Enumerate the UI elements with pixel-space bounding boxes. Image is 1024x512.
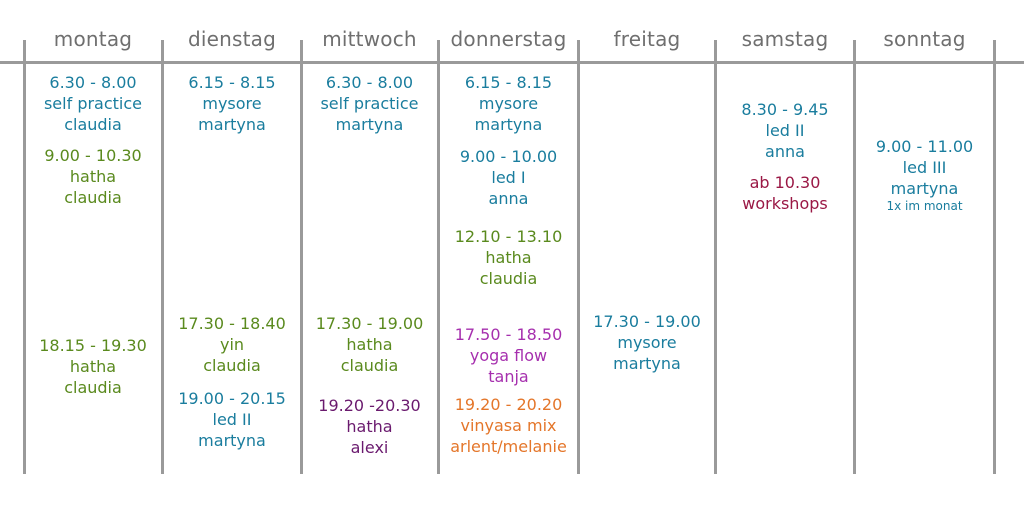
class-time: 19.00 - 20.15	[178, 389, 286, 408]
class-name: vinyasa mix	[460, 416, 557, 435]
class-teacher: claudia	[203, 356, 261, 375]
class-entry: 17.50 - 18.50 yoga flow tanja	[440, 324, 577, 387]
class-teacher: anna	[765, 142, 805, 161]
class-time: 12.10 - 13.10	[454, 227, 563, 246]
header-divider	[0, 61, 1024, 64]
class-time: 19.20 -20.30	[318, 396, 421, 415]
class-entry: 9.00 - 10.30 hatha claudia	[25, 145, 161, 208]
class-name: self practice	[320, 94, 419, 113]
class-time: 17.30 - 18.40	[178, 314, 286, 333]
class-time: 6.30 - 8.00	[325, 73, 414, 92]
class-time: 6.15 - 8.15	[188, 73, 276, 92]
class-teacher: alexi	[350, 438, 389, 457]
class-entry: 19.00 - 20.15 led II martyna	[164, 388, 300, 451]
class-teacher: martyna	[474, 115, 543, 134]
class-entry: 12.10 - 13.10 hatha claudia	[440, 226, 577, 289]
class-time: 6.30 - 8.00	[49, 73, 137, 92]
day-header-dienstag: dienstag	[187, 27, 277, 51]
class-time: ab 10.30	[749, 173, 821, 192]
day-header-donnerstag: donnerstag	[450, 27, 567, 51]
class-entry: 17.30 - 18.40 yin claudia	[164, 313, 300, 376]
class-entry: 17.30 - 19.00 mysore martyna	[580, 311, 714, 374]
class-entry: 17.30 - 19.00 hatha claudia	[302, 313, 437, 376]
class-time: 17.50 - 18.50	[454, 325, 563, 344]
class-name: hatha	[69, 357, 117, 376]
class-teacher: claudia	[340, 356, 399, 375]
class-time: 8.30 - 9.45	[741, 100, 829, 119]
column-divider	[577, 40, 580, 474]
class-name: led I	[491, 168, 526, 187]
class-name: yoga flow	[469, 346, 548, 365]
class-name: mysore	[202, 94, 262, 113]
class-teacher: claudia	[64, 188, 122, 207]
class-name: hatha	[346, 417, 393, 436]
class-entry: ab 10.30 workshops	[717, 172, 853, 214]
class-name: mysore	[478, 94, 539, 113]
class-entry: 9.00 - 11.00 led III martyna 1x im monat	[856, 136, 993, 213]
class-entry: 19.20 - 20.20 vinyasa mix arlent/melanie	[440, 394, 577, 457]
class-name: led II	[212, 410, 252, 429]
class-name: mysore	[617, 333, 677, 352]
day-header-freitag: freitag	[613, 27, 681, 51]
class-entry: 8.30 - 9.45 led II anna	[717, 99, 853, 162]
class-time: 19.20 - 20.20	[454, 395, 563, 414]
class-time: 17.30 - 19.00	[315, 314, 424, 333]
class-teacher: arlent/melanie	[450, 437, 567, 456]
class-entry: 19.20 -20.30 hatha alexi	[302, 395, 437, 458]
class-name: workshops	[742, 194, 828, 213]
column-divider	[853, 40, 856, 474]
column-divider	[437, 40, 440, 474]
column-divider	[161, 40, 164, 474]
column-divider	[23, 40, 26, 474]
class-teacher: martyna	[198, 115, 266, 134]
class-time: 9.00 - 10.00	[459, 147, 558, 166]
class-time: 9.00 - 11.00	[875, 137, 974, 156]
class-entry: 18.15 - 19.30 hatha claudia	[25, 335, 161, 398]
class-name: hatha	[69, 167, 117, 186]
day-header-samstag: samstag	[741, 27, 829, 51]
class-name: hatha	[346, 335, 393, 354]
class-name: self practice	[43, 94, 143, 113]
day-header-sonntag: sonntag	[883, 27, 966, 51]
class-teacher: martyna	[335, 115, 404, 134]
class-entry: 9.00 - 10.00 led I anna	[440, 146, 577, 209]
class-name: hatha	[485, 248, 532, 267]
class-teacher: claudia	[479, 269, 538, 288]
column-divider	[993, 40, 996, 474]
class-name: yin	[219, 335, 245, 354]
class-entry: 6.30 - 8.00 self practice claudia	[25, 72, 161, 135]
class-time: 6.15 - 8.15	[464, 73, 553, 92]
class-note: 1x im monat	[886, 199, 963, 213]
column-divider	[714, 40, 717, 474]
class-teacher: martyna	[198, 431, 266, 450]
class-teacher: anna	[488, 189, 529, 208]
class-time: 17.30 - 19.00	[593, 312, 701, 331]
column-divider	[300, 40, 303, 474]
class-time: 18.15 - 19.30	[39, 336, 147, 355]
class-entry: 6.15 - 8.15 mysore martyna	[440, 72, 577, 135]
class-entry: 6.15 - 8.15 mysore martyna	[164, 72, 300, 135]
class-teacher: tanja	[488, 367, 529, 386]
day-header-mittwoch: mittwoch	[322, 27, 417, 51]
class-name: led III	[902, 158, 947, 177]
class-name: led II	[765, 121, 805, 140]
class-entry: 6.30 - 8.00 self practice martyna	[302, 72, 437, 135]
day-header-montag: montag	[53, 27, 133, 51]
class-teacher: claudia	[64, 115, 122, 134]
class-teacher: claudia	[64, 378, 122, 397]
class-teacher: martyna	[890, 179, 959, 198]
class-time: 9.00 - 10.30	[44, 146, 142, 165]
class-teacher: martyna	[613, 354, 681, 373]
